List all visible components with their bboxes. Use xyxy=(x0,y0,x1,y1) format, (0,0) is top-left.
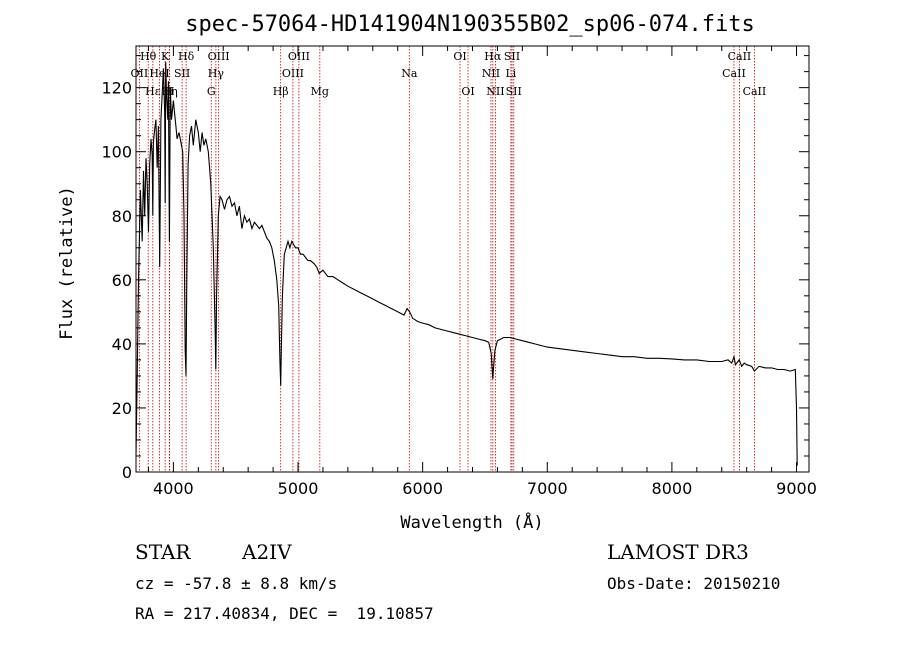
line-label: CaII xyxy=(743,85,767,98)
line-label: Hε xyxy=(145,85,161,98)
line-label: K xyxy=(161,50,170,63)
line-label: Hθ xyxy=(140,50,157,63)
line-label: SII xyxy=(504,50,520,63)
y-tick-label: 40 xyxy=(112,335,132,354)
x-tick-label: 8000 xyxy=(652,479,693,498)
x-tick-label: 9000 xyxy=(776,479,817,498)
y-axis-label: Flux (relative) xyxy=(57,186,77,340)
x-tick-label: 6000 xyxy=(402,479,443,498)
line-label: OII xyxy=(131,67,149,80)
object-subclass: A2IV xyxy=(242,540,292,564)
observation-date: Obs-Date: 20150210 xyxy=(607,574,781,593)
line-label: Hδ xyxy=(178,50,195,63)
line-label: OI xyxy=(453,50,466,63)
redshift-cz: cz = -57.8 ± 8.8 km/s xyxy=(135,574,338,593)
y-tick-label: 60 xyxy=(112,271,132,290)
line-label: OIII xyxy=(282,67,304,80)
x-tick-label: 4000 xyxy=(153,479,194,498)
line-label: H xyxy=(165,85,175,98)
line-label: OIII xyxy=(288,50,310,63)
y-tick-label: 20 xyxy=(112,399,132,418)
line-label: Mg xyxy=(311,85,329,98)
y-tick-label: 80 xyxy=(112,207,132,226)
chart-title: spec-57064-HD141904N190355B02_sp06-074.f… xyxy=(185,12,755,37)
plot-frame xyxy=(135,45,810,473)
x-axis-ticks: 4000 5000 6000 7000 8000 9000 xyxy=(147,46,817,498)
object-type: STAR xyxy=(135,540,191,564)
line-label: SII xyxy=(506,85,522,98)
line-label: OIII xyxy=(208,50,230,63)
line-label: HeI xyxy=(149,67,169,80)
x-tick-label: 7000 xyxy=(527,479,568,498)
x-tick-label: 5000 xyxy=(278,479,319,498)
line-markers xyxy=(138,46,755,472)
y-axis-ticks: 0 20 40 60 80 100 120 xyxy=(101,55,809,482)
line-label: CaII xyxy=(722,67,746,80)
line-label: Li xyxy=(505,67,516,80)
line-label: NII xyxy=(482,67,500,80)
y-tick-label: 0 xyxy=(122,463,132,482)
line-label: OI xyxy=(461,85,474,98)
line-label: CaII xyxy=(728,50,752,63)
y-tick-label: 100 xyxy=(101,143,132,162)
line-label: G xyxy=(207,85,216,98)
line-label: SII xyxy=(174,67,190,80)
spectrum-line xyxy=(135,61,798,466)
line-label: Hα xyxy=(484,50,502,63)
survey-name: LAMOST DR3 xyxy=(607,540,749,564)
coordinates: RA = 217.40834, DEC = 19.10857 xyxy=(135,604,434,623)
line-label: Na xyxy=(401,67,418,80)
x-axis-label: Wavelength (Å) xyxy=(400,511,543,533)
y-tick-label: 120 xyxy=(101,79,132,98)
line-label: NII xyxy=(486,85,504,98)
line-label: Hβ xyxy=(273,85,289,98)
line-label: Hγ xyxy=(208,67,225,80)
